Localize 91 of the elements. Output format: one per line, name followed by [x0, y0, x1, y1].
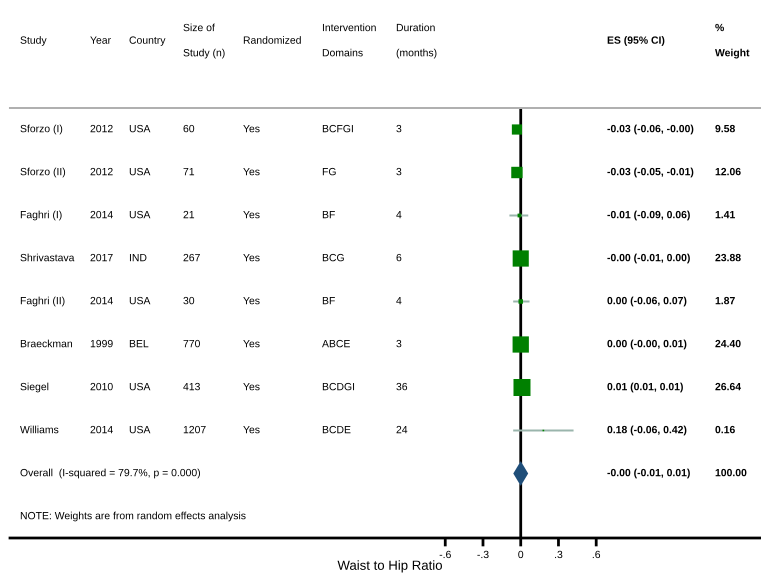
- text: BCG: [322, 254, 344, 262]
- x-tick-label: .6: [592, 550, 600, 558]
- text: USA: [130, 382, 150, 390]
- text: BF: [322, 211, 335, 218]
- text: Faghri (II): [20, 296, 64, 306]
- text: 2012: [90, 168, 113, 176]
- text: 413: [183, 382, 200, 390]
- x-tick-label: -.6: [440, 550, 451, 558]
- text: Yes: [243, 426, 260, 434]
- text: 3: [396, 124, 402, 132]
- text: Yes: [243, 211, 260, 218]
- text: BCDE: [322, 426, 350, 434]
- text: 2014: [90, 210, 113, 218]
- text: USA: [130, 426, 150, 434]
- text: 36: [396, 382, 408, 390]
- text: 2014: [90, 296, 113, 304]
- text: -0.01 (-0.09, 0.06): [607, 210, 690, 220]
- text: 267: [184, 254, 200, 262]
- text: IND: [130, 254, 146, 262]
- text: 0.00 (-0.06, 0.07): [607, 296, 686, 306]
- text: 4: [396, 211, 402, 218]
- text: Faghri (I): [20, 210, 62, 220]
- text: Sforzo (I): [20, 124, 62, 134]
- text: 2012: [90, 124, 113, 132]
- category-label: % Weight: [715, 24, 750, 58]
- text: Williams: [20, 426, 58, 434]
- text: BEL: [130, 340, 148, 348]
- text: -0.00 (-0.01, 0.01): [607, 468, 690, 478]
- text: 21: [184, 210, 194, 218]
- text: 1207: [184, 426, 206, 434]
- category-label: Study: [20, 36, 47, 46]
- text: Yes: [243, 340, 260, 348]
- text: 770: [184, 340, 200, 348]
- category-label: Year: [90, 36, 111, 44]
- x-tick-label: -.3: [477, 550, 489, 558]
- text: Yes: [243, 297, 260, 304]
- text: 24: [396, 426, 408, 434]
- annotation: NOTE: Weights are from random effects analysis: [20, 512, 246, 522]
- x-axis-title: Waist to Hip Ratio: [338, 560, 442, 573]
- x-tick-label: .3: [555, 550, 562, 558]
- x-tick-label: 0: [518, 550, 524, 558]
- text: Siegel: [20, 382, 48, 392]
- text: Sforzo (II): [20, 168, 66, 178]
- category-label: Randomized: [244, 36, 301, 44]
- text: 9.58: [715, 124, 735, 132]
- text: Yes: [243, 254, 260, 262]
- text: 1999: [90, 340, 113, 348]
- text: USA: [130, 296, 150, 304]
- text: 12.06: [716, 168, 741, 176]
- text: 60: [184, 124, 194, 132]
- text: 1.41: [716, 211, 735, 218]
- text: 0.00 (-0.00, 0.01): [607, 340, 686, 350]
- text: Yes: [243, 125, 260, 132]
- text: USA: [130, 124, 150, 132]
- text: Shrivastava: [20, 254, 74, 262]
- text: 71: [184, 168, 194, 176]
- category-label: ES (95% CI): [608, 36, 664, 46]
- text: 2010: [90, 382, 113, 390]
- text: USA: [130, 168, 150, 176]
- text: 2014: [90, 426, 113, 434]
- text: -0.03 (-0.05, -0.01): [607, 168, 694, 178]
- text: 0.01 (0.01, 0.01): [607, 382, 683, 392]
- text: FG: [322, 168, 336, 176]
- text: BCDGI: [322, 382, 354, 390]
- text: Yes: [243, 383, 260, 390]
- text: 3: [396, 340, 402, 348]
- text: -0.03 (-0.06, -0.00): [607, 124, 694, 134]
- text: BCFGI: [322, 124, 353, 132]
- text: 0.16: [715, 426, 735, 434]
- text: ABCE: [322, 340, 350, 348]
- text: 100.00: [716, 468, 746, 476]
- category-label: Size of Study (n): [183, 24, 225, 58]
- text: 3: [396, 168, 402, 176]
- text: Overall (I-squared = 79.7%, p = 0.000): [20, 468, 200, 478]
- text: 23.88: [715, 254, 741, 262]
- text: 30: [183, 296, 194, 304]
- text: Yes: [243, 168, 260, 176]
- text: 2017: [90, 254, 113, 262]
- category-label: Duration (months): [396, 24, 436, 58]
- text: 24.40: [715, 340, 741, 348]
- text: 26.64: [715, 382, 742, 390]
- text: 6: [396, 254, 402, 262]
- category-label: Country: [130, 36, 166, 46]
- text: 0.18 (-0.06, 0.42): [607, 426, 686, 436]
- text: USA: [130, 210, 150, 218]
- category-label: Intervention Domains: [322, 24, 376, 56]
- text: 1.87: [716, 296, 735, 304]
- text: -0.00 (-0.01, 0.00): [607, 254, 690, 264]
- text: BF: [322, 297, 335, 304]
- text: 4: [396, 297, 402, 304]
- text: Braeckman: [20, 340, 72, 348]
